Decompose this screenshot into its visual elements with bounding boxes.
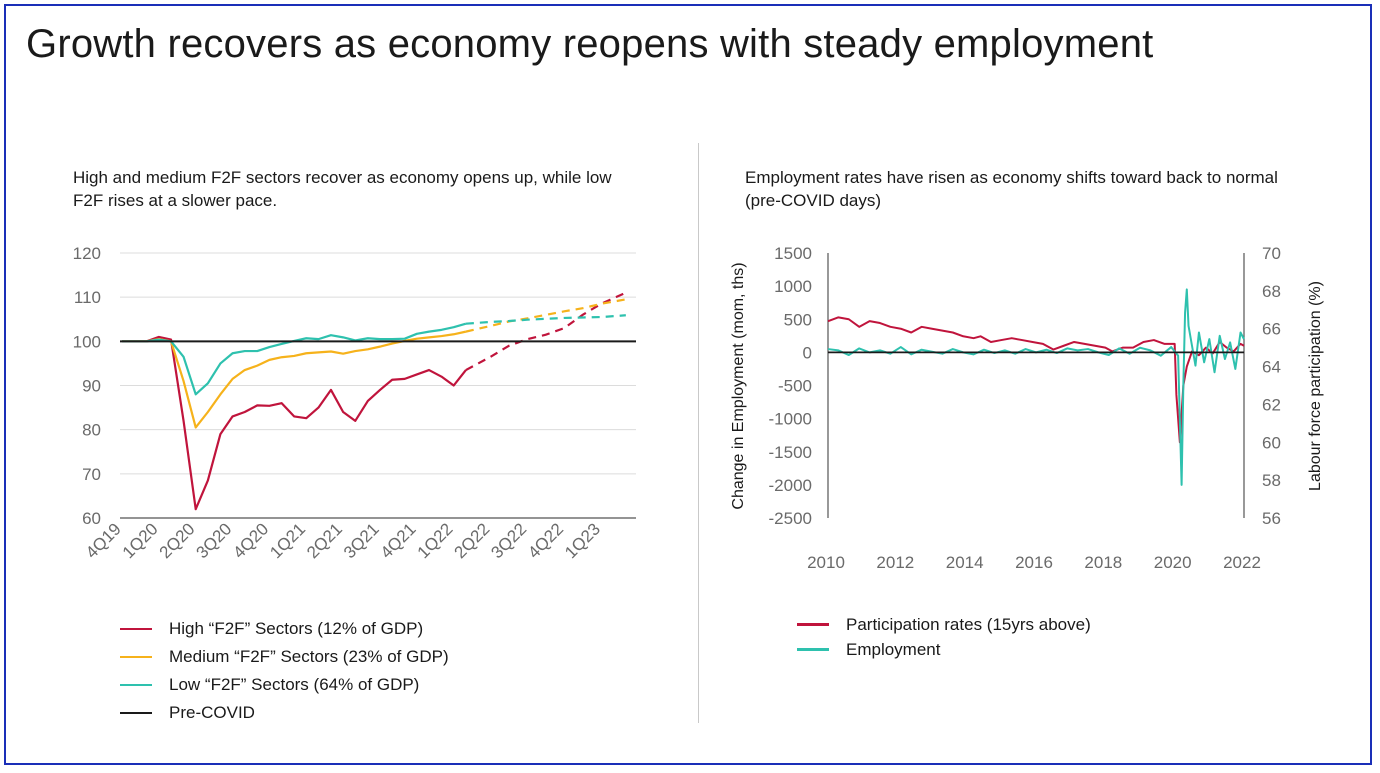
left-y-tick-label: -500	[778, 377, 812, 396]
legend-item-high-f2f-sectors-12-of-gdp: High “F2F” Sectors (12% of GDP)	[120, 615, 449, 643]
legend-swatch	[120, 683, 152, 687]
legend-label: Participation rates (15yrs above)	[846, 614, 1091, 634]
legend-item-employment: Employment	[797, 637, 1091, 662]
y-tick-label: 70	[82, 465, 101, 484]
left-legend: High “F2F” Sectors (12% of GDP) Medium “F…	[120, 615, 449, 727]
legend-swatch	[797, 623, 829, 626]
right-y-tick-label: 66	[1262, 320, 1281, 339]
x-tick-label: 2010	[807, 553, 845, 572]
right-y-tick-label: 56	[1262, 509, 1281, 528]
series-projection-medium-f2f-sectors-23-of-gdp	[465, 298, 627, 333]
legend-label: Employment	[846, 639, 941, 659]
series-projection-low-f2f-sectors-64-of-gdp	[465, 314, 626, 325]
y-tick-label: 90	[82, 377, 101, 396]
left-y-tick-label: -2500	[769, 509, 812, 528]
y-tick-label: 100	[73, 332, 101, 351]
legend-label: Pre-COVID	[169, 703, 255, 722]
right-legend: Participation rates (15yrs above) Employm…	[797, 612, 1091, 662]
legend-item-pre-covid: Pre-COVID	[120, 699, 449, 727]
x-tick-label: 2018	[1084, 553, 1122, 572]
series-line-high-f2f-sectors-12-of-gdp	[122, 335, 467, 511]
legend-swatch	[120, 655, 152, 659]
y-tick-label: 120	[73, 244, 101, 263]
x-tick-label: 2014	[946, 553, 984, 572]
legend-swatch	[797, 648, 829, 651]
x-tick-label: 2016	[1015, 553, 1053, 572]
right-y-tick-label: 60	[1262, 433, 1281, 452]
y-tick-label: 60	[82, 509, 101, 528]
right-chart-title: Employment rates have risen as economy s…	[745, 168, 1278, 210]
legend-swatch	[120, 627, 152, 631]
right-y-tick-label: 62	[1262, 395, 1281, 414]
series-line-employment	[827, 288, 1245, 486]
left-y-tick-label: -1500	[769, 443, 812, 462]
legend-label: High “F2F” Sectors (12% of GDP)	[169, 619, 424, 638]
left-y-tick-label: -1000	[769, 410, 812, 429]
legend-label: Low “F2F” Sectors (64% of GDP)	[169, 675, 420, 694]
left-axis-title: Change in Employment (mom, ths)	[730, 262, 747, 509]
x-tick-label: 2022	[1223, 553, 1261, 572]
slide-frame: Growth recovers as economy reopens with …	[4, 4, 1372, 765]
legend-item-medium-f2f-sectors-23-of-gdp: Medium “F2F” Sectors (23% of GDP)	[120, 643, 449, 671]
series-line-participation-rates-15yrs-above	[827, 316, 1245, 444]
left-y-tick-label: 500	[784, 310, 812, 329]
legend-swatch	[120, 711, 152, 715]
panel-divider	[698, 143, 699, 723]
y-tick-label: 110	[74, 288, 101, 307]
legend-label: Medium “F2F” Sectors (23% of GDP)	[169, 647, 449, 666]
right-y-tick-label: 70	[1262, 244, 1281, 263]
right-axis-title: Labour force participation (%)	[1307, 281, 1324, 491]
left-y-tick-label: 0	[803, 343, 812, 362]
left-y-tick-label: -2000	[769, 476, 812, 495]
x-tick-label: 2020	[1154, 553, 1192, 572]
right-y-tick-label: 64	[1262, 358, 1281, 377]
series-projection-high-f2f-sectors-12-of-gdp	[465, 291, 627, 372]
legend-item-participation-rates-15yrs-above: Participation rates (15yrs above)	[797, 612, 1091, 637]
x-tick-label: 2012	[876, 553, 914, 572]
right-y-tick-label: 68	[1262, 282, 1281, 301]
left-chart-title: High and medium F2F sectors recover as e…	[73, 168, 612, 210]
left-y-tick-label: 1500	[774, 244, 812, 263]
y-tick-label: 80	[82, 421, 101, 440]
series-line-medium-f2f-sectors-23-of-gdp	[122, 330, 467, 429]
right-y-tick-label: 58	[1262, 471, 1281, 490]
page-title: Growth recovers as economy reopens with …	[26, 22, 1154, 66]
legend-item-low-f2f-sectors-64-of-gdp: Low “F2F” Sectors (64% of GDP)	[120, 671, 449, 699]
left-y-tick-label: 1000	[774, 277, 812, 296]
